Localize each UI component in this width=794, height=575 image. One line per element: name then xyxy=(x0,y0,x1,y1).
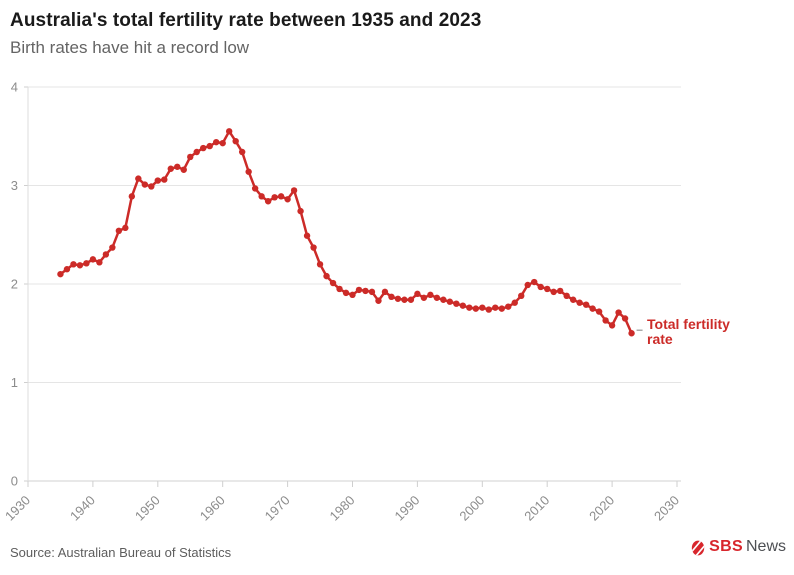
svg-text:3: 3 xyxy=(11,178,18,193)
svg-text:1960: 1960 xyxy=(197,493,228,524)
svg-text:2030: 2030 xyxy=(651,493,682,524)
svg-text:1990: 1990 xyxy=(391,493,422,524)
page-title: Australia's total fertility rate between… xyxy=(10,10,482,31)
fertility-line-chart: 0 1 2 3 4 1930 1940 1950 1960 1970 1980 1990 2000 201… xyxy=(2,80,682,524)
source-note: Source: Australian Bureau of Statistics xyxy=(10,545,232,560)
svg-text:1970: 1970 xyxy=(262,493,293,524)
svg-text:1950: 1950 xyxy=(132,493,163,524)
series-end-label: Total fertility rate xyxy=(647,316,730,347)
svg-text:1: 1 xyxy=(11,375,18,390)
svg-text:2: 2 xyxy=(11,277,18,292)
logo-news-text: News xyxy=(745,538,786,555)
svg-text:0: 0 xyxy=(11,474,18,489)
sbs-mercator-icon xyxy=(691,540,705,555)
logo-sbs-text: SBS xyxy=(709,538,743,555)
svg-text:4: 4 xyxy=(11,80,18,95)
page-subtitle: Birth rates have hit a record low xyxy=(10,38,250,57)
svg-text:2020: 2020 xyxy=(586,493,617,524)
svg-text:2010: 2010 xyxy=(521,493,552,524)
svg-text:1980: 1980 xyxy=(327,493,358,524)
sbs-news-logo: SBS News xyxy=(691,538,786,556)
svg-text:1930: 1930 xyxy=(2,493,33,524)
svg-text:2000: 2000 xyxy=(456,493,487,524)
svg-text:1940: 1940 xyxy=(67,493,98,524)
